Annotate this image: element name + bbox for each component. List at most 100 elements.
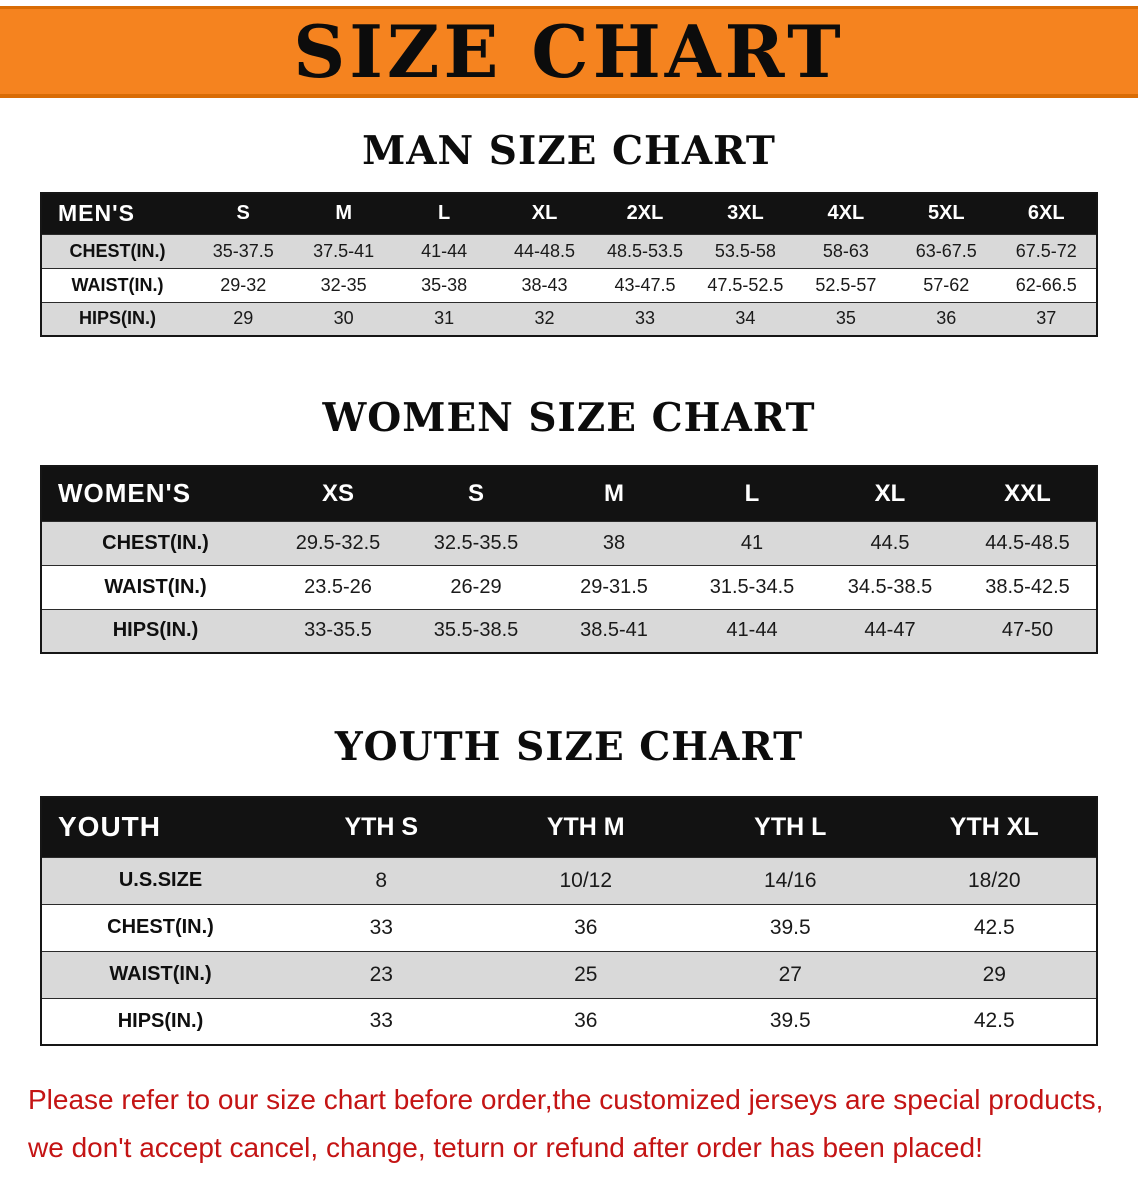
- cell-value: 48.5-53.5: [606, 240, 683, 261]
- cell-value: 14/16: [763, 868, 817, 892]
- cell-value: 44-47: [864, 619, 916, 642]
- row-label: CHEST(IN.): [107, 916, 214, 938]
- size-column-header: XXL: [959, 466, 1097, 521]
- cell-value: 36: [936, 308, 957, 329]
- size-column-header: 5XL: [896, 193, 997, 234]
- youth-section-heading: YOUTH SIZE CHART: [334, 724, 804, 770]
- row-label: CHEST(IN.): [69, 240, 166, 261]
- cell-value: 30: [333, 308, 354, 329]
- size-column-header: M: [545, 466, 683, 521]
- size-column-header: 2XL: [594, 193, 696, 234]
- size-column-header: YTH M: [483, 797, 688, 857]
- cell-value: 18/20: [967, 868, 1021, 892]
- cell-value: 38.5-42.5: [985, 575, 1070, 598]
- page-title: SIZE CHART: [293, 8, 845, 94]
- women-size-table: WOMEN'S XS S M L XL XXL CHEST(IN.) 29.5-32.5 32.5…: [40, 465, 1098, 654]
- size-column-header: XL: [494, 193, 595, 234]
- table-row: HIPS(IN.) 33 36 39.5 42.5: [41, 998, 1097, 1045]
- cell-value: 38-43: [521, 274, 568, 295]
- cell-value: 26-29: [450, 575, 502, 598]
- cell-value: 43-47.5: [614, 274, 676, 295]
- cell-value: 44-48.5: [514, 240, 576, 261]
- cell-value: 57-62: [923, 274, 970, 295]
- size-column-header: YTH S: [279, 797, 484, 857]
- size-column-header: L: [683, 466, 821, 521]
- cell-value: 33-35.5: [304, 619, 372, 642]
- table-row: CHEST(IN.) 29.5-32.5 32.5-35.5 38 41 44.5 44.5…: [41, 521, 1097, 565]
- size-column-header: XL: [821, 466, 959, 521]
- cell-value: 53.5-58: [714, 240, 776, 261]
- cell-value: 8: [375, 868, 388, 892]
- cell-value: 34.5-38.5: [847, 575, 933, 598]
- notice-line-1: Please refer to our size chart before or…: [28, 1084, 1104, 1115]
- cell-value: 35-37.5: [212, 240, 274, 261]
- cell-value: 52.5-57: [815, 274, 877, 295]
- table-row: WAIST(IN.) 29-32 32-35 35-38 38-43 43-47.5 47.…: [41, 268, 1097, 302]
- cell-value: 32-35: [320, 274, 367, 295]
- table-row: WAIST(IN.) 23.5-26 26-29 29-31.5 31.5-34.5 34…: [41, 565, 1097, 609]
- cell-value: 36: [574, 1009, 598, 1033]
- notice-line-2: we don't accept cancel, change, teturn o…: [28, 1132, 983, 1163]
- table-row: U.S.SIZE 8 10/12 14/16 18/20: [41, 857, 1097, 904]
- cell-value: 29-32: [220, 274, 267, 295]
- size-column-header: M: [293, 193, 394, 234]
- cell-value: 10/12: [559, 868, 613, 892]
- table-header-row: YOUTH YTH S YTH M YTH L YTH XL: [41, 797, 1097, 857]
- row-label: HIPS(IN.): [112, 619, 199, 642]
- row-label: WAIST(IN.): [104, 575, 207, 598]
- cell-value: 34: [735, 308, 756, 329]
- row-label: U.S.SIZE: [118, 869, 203, 891]
- size-column-header: L: [393, 193, 495, 234]
- cell-value: 67.5-72: [1015, 240, 1077, 261]
- men-size-chart-section: MAN SIZE CHART MEN'S S M L XL 2XL 3XL 4XL 5XL 6XL…: [0, 98, 1138, 337]
- cell-value: 23.5-26: [304, 575, 372, 598]
- cell-value: 29.5-32.5: [295, 531, 381, 554]
- cell-value: 39.5: [769, 915, 811, 939]
- women-size-chart-section: WOMEN SIZE CHART WOMEN'S XS S M L XL XXL CHEST(…: [0, 337, 1138, 654]
- cell-value: 31.5-34.5: [709, 575, 795, 598]
- table-row: CHEST(IN.) 35-37.5 37.5-41 41-44 44-48.5 48.5…: [41, 234, 1097, 268]
- size-column-header: 6XL: [996, 193, 1097, 234]
- cell-value: 29-31.5: [580, 575, 648, 598]
- cell-value: 29: [982, 962, 1006, 986]
- row-label: WAIST(IN.): [109, 963, 212, 985]
- cell-value: 58-63: [822, 240, 869, 261]
- cell-value: 47-50: [1001, 619, 1054, 642]
- table-row: CHEST(IN.) 33 36 39.5 42.5: [41, 904, 1097, 951]
- table-row: HIPS(IN.) 33-35.5 35.5-38.5 38.5-41 41-44 44-…: [41, 609, 1097, 653]
- cell-value: 29: [233, 308, 254, 329]
- size-column-header: S: [407, 466, 545, 521]
- cell-value: 37.5-41: [313, 240, 375, 261]
- cell-value: 37: [1036, 308, 1057, 329]
- size-column-header: YTH L: [688, 797, 893, 857]
- cell-value: 44.5-48.5: [985, 531, 1070, 554]
- size-column-header: 3XL: [695, 193, 796, 234]
- cell-value: 41-44: [726, 619, 778, 642]
- cell-value: 35: [835, 308, 856, 329]
- row-label: HIPS(IN.): [117, 1009, 204, 1032]
- cell-value: 25: [574, 962, 598, 986]
- cell-value: 35.5-38.5: [433, 619, 519, 642]
- cell-value: 32.5-35.5: [433, 531, 519, 554]
- cell-value: 63-67.5: [915, 240, 977, 261]
- cell-value: 31: [434, 308, 455, 329]
- cell-value: 62-66.5: [1015, 274, 1077, 295]
- women-section-heading: WOMEN SIZE CHART: [322, 395, 816, 441]
- size-chart-banner: SIZE CHART: [0, 6, 1138, 98]
- youth-size-table: YOUTH YTH S YTH M YTH L YTH XL U.S.SIZE 8 10/12…: [40, 796, 1098, 1046]
- row-label: CHEST(IN.): [102, 531, 209, 554]
- cell-value: 44.5: [870, 531, 910, 554]
- cell-value: 39.5: [769, 1009, 811, 1033]
- table-row: WAIST(IN.) 23 25 27 29: [41, 951, 1097, 998]
- cell-value: 42.5: [973, 1009, 1015, 1033]
- youth-size-chart-section: YOUTH SIZE CHART YOUTH YTH S YTH M YTH L YTH…: [0, 654, 1138, 1046]
- cell-value: 35-38: [421, 274, 468, 295]
- size-column-header: 4XL: [795, 193, 897, 234]
- table-header-row: WOMEN'S XS S M L XL XXL: [41, 466, 1097, 521]
- men-size-table: MEN'S S M L XL 2XL 3XL 4XL 5XL 6XL CHEST(IN.) 35-37…: [40, 192, 1098, 337]
- cell-value: 27: [778, 962, 802, 986]
- cell-value: 33: [369, 915, 393, 939]
- cell-value: 41: [740, 531, 764, 554]
- cell-value: 41-44: [421, 240, 468, 261]
- cell-value: 32: [534, 308, 555, 329]
